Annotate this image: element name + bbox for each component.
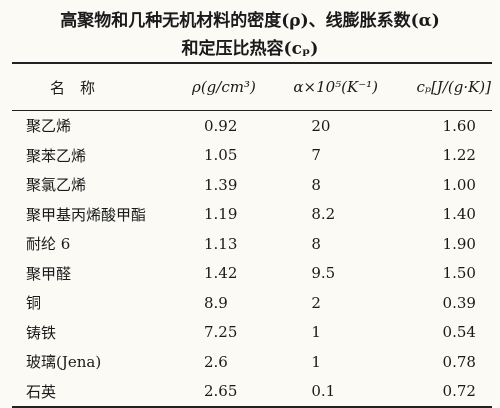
table-cell: 0.39 bbox=[442, 293, 476, 312]
table-row: 聚乙烯 0.92 20 1.60 bbox=[12, 111, 492, 141]
table-row: 耐纶 6 1.13 8 1.90 bbox=[12, 229, 492, 259]
table-row: 铸铁 7.25 1 0.54 bbox=[12, 318, 492, 348]
table-cell: 0.92 bbox=[204, 116, 238, 135]
table-cell: 聚甲醛 bbox=[26, 264, 72, 283]
table-cell: 1.60 bbox=[442, 116, 476, 135]
table-cell: 2.65 bbox=[204, 382, 238, 401]
table-cell: 1.00 bbox=[442, 175, 476, 194]
table-row: 玻璃(Jena) 2.6 1 0.78 bbox=[12, 347, 492, 377]
table-row: 聚苯乙烯 1.05 7 1.22 bbox=[12, 141, 492, 171]
table-cell: 0.54 bbox=[442, 323, 476, 342]
table-cell: 1 bbox=[311, 352, 321, 371]
table-cell: 聚苯乙烯 bbox=[26, 146, 87, 165]
table-cell: 0.72 bbox=[442, 382, 476, 401]
table-cell: 8 bbox=[311, 234, 321, 253]
header-row: 名 称 ρ(g/cm³) α×10⁵(K⁻¹) cₚ[J/(g·K)] bbox=[12, 63, 492, 111]
title: 和定压比热容(cₚ) bbox=[181, 39, 319, 59]
table-cell: 聚氯乙烯 bbox=[26, 176, 87, 195]
table-row: 聚甲基丙烯酸甲酯 1.19 8.2 1.40 bbox=[12, 200, 492, 230]
table-cell: 2.6 bbox=[204, 352, 228, 371]
table-cell: 1.42 bbox=[204, 264, 238, 283]
table-cell: 1.39 bbox=[204, 175, 238, 194]
table-cell: 1.22 bbox=[442, 146, 476, 165]
title: 高聚物和几种无机材料的密度(ρ)、线膨胀系数(α) bbox=[60, 11, 440, 31]
table-cell: 7.25 bbox=[204, 323, 238, 342]
table-cell: 1.40 bbox=[442, 205, 476, 224]
table-cell: 铸铁 bbox=[26, 323, 57, 342]
data-table: 名 称 ρ(g/cm³) α×10⁵(K⁻¹) cₚ[J/(g·K)] 聚乙烯 0.92… bbox=[12, 62, 492, 408]
table-row: 聚氯乙烯 1.39 8 1.00 bbox=[12, 170, 492, 200]
table-cell: 耐纶 6 bbox=[26, 235, 71, 254]
table-cell: 聚甲基丙烯酸甲酯 bbox=[26, 205, 147, 224]
table-cell: 0.78 bbox=[442, 352, 476, 371]
table-cell: 1.50 bbox=[442, 264, 476, 283]
table-cell: 8 bbox=[311, 175, 321, 194]
table-cell: 9.5 bbox=[311, 264, 336, 283]
table-cell: 1.19 bbox=[204, 205, 238, 224]
table-cell: 20 bbox=[311, 116, 331, 135]
table-body: 聚乙烯 0.92 20 1.60 聚苯乙烯 1.05 7 1.22 聚氯乙烯 1.39 8 1.00 聚… bbox=[12, 111, 492, 408]
table-cell: 8.2 bbox=[311, 205, 336, 224]
table-cell: 8.9 bbox=[204, 293, 228, 312]
table-cell: 1.90 bbox=[442, 234, 476, 253]
table-row: 铜 8.9 2 0.39 bbox=[12, 288, 492, 318]
column-header: 名 称 bbox=[12, 63, 174, 111]
table-cell: 玻璃(Jena) bbox=[26, 353, 102, 372]
table-cell: 7 bbox=[311, 146, 321, 165]
table-row: 聚甲醛 1.42 9.5 1.50 bbox=[12, 259, 492, 289]
table-cell: 1.13 bbox=[204, 234, 238, 253]
table-cell: 0.1 bbox=[311, 382, 336, 401]
column-header: cₚ[J/(g·K)] bbox=[404, 63, 492, 111]
table-cell: 2 bbox=[311, 293, 321, 312]
table-cell: 1.05 bbox=[204, 146, 238, 165]
column-header: α×10⁵(K⁻¹) bbox=[289, 63, 405, 111]
table-header: 名 称 ρ(g/cm³) α×10⁵(K⁻¹) cₚ[J/(g·K)] bbox=[12, 63, 492, 111]
table-row: 石英 2.65 0.1 0.72 bbox=[12, 377, 492, 408]
table-cell: 石英 bbox=[26, 382, 57, 401]
table-cell: 聚乙烯 bbox=[26, 117, 72, 136]
column-header: ρ(g/cm³) bbox=[174, 63, 290, 111]
table-cell: 铜 bbox=[26, 294, 42, 313]
table-cell: 1 bbox=[311, 323, 321, 342]
